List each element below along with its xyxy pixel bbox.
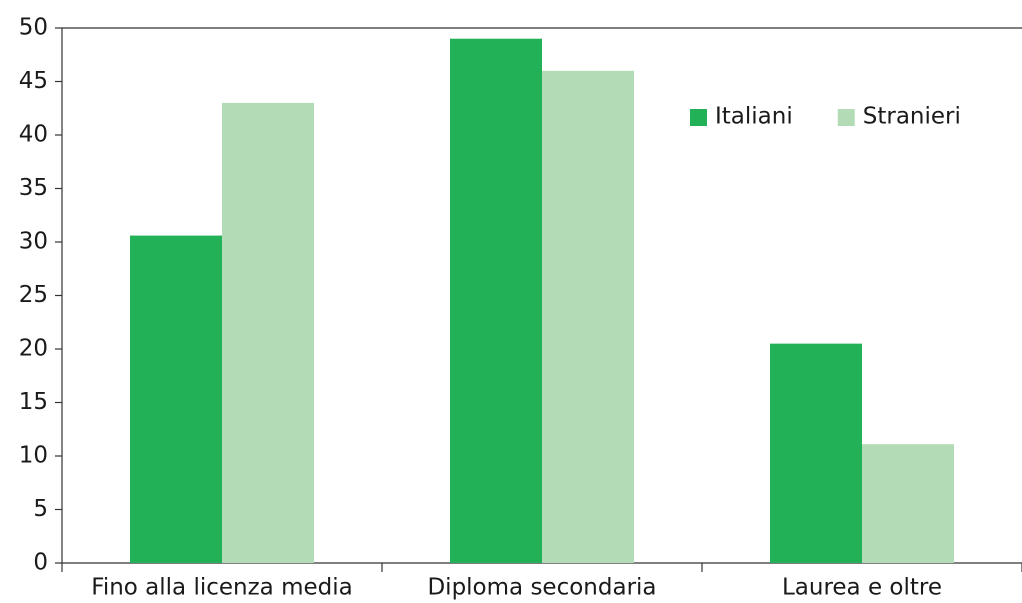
y-tick-label: 20 xyxy=(19,336,48,362)
legend-swatch xyxy=(690,109,707,126)
y-tick-label: 10 xyxy=(19,443,48,469)
bar xyxy=(222,102,314,564)
y-tick-label: 5 xyxy=(33,496,48,522)
x-tick-label: Laurea e oltre xyxy=(782,575,942,601)
y-tick-label: 35 xyxy=(19,175,48,201)
bar xyxy=(450,38,542,563)
y-tick-label: 45 xyxy=(19,68,48,94)
bar xyxy=(862,444,954,563)
x-tick-label: Fino alla licenza media xyxy=(91,575,352,601)
legend-label: Italiani xyxy=(715,104,793,130)
y-tick-label: 40 xyxy=(19,122,48,148)
bar xyxy=(542,70,634,564)
legend-label: Stranieri xyxy=(863,104,961,130)
y-tick-label: 50 xyxy=(19,15,48,41)
y-tick-label: 0 xyxy=(33,550,48,576)
bar xyxy=(770,343,862,563)
y-tick-label: 30 xyxy=(19,229,48,255)
x-tick-label: Diploma secondaria xyxy=(427,575,656,601)
legend-swatch xyxy=(837,109,855,126)
bar xyxy=(130,235,222,563)
y-tick-label: 25 xyxy=(19,282,48,308)
y-tick-label: 15 xyxy=(19,389,48,415)
